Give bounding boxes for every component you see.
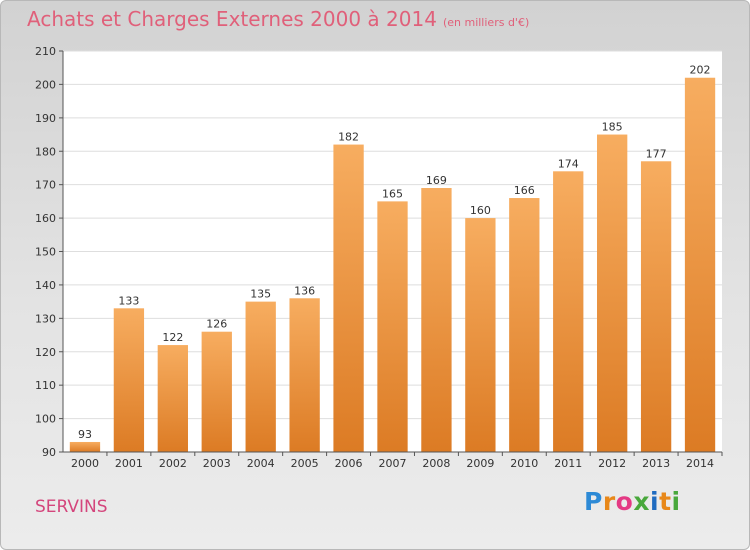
bar-value-label: 126: [206, 318, 227, 331]
chart-title-text: Achats et Charges Externes 2000 à 2014: [27, 7, 437, 31]
bar: [377, 201, 408, 452]
x-tick-label: 2005: [291, 457, 319, 470]
x-tick-label: 2013: [642, 457, 670, 470]
bar-value-label: 136: [294, 284, 315, 297]
bar: [245, 301, 276, 452]
logo-letter: r: [602, 487, 616, 516]
bar-value-label: 174: [558, 157, 579, 170]
axes: [59, 50, 723, 456]
x-tick-label: 2008: [422, 457, 450, 470]
bar-value-label: 93: [78, 428, 92, 441]
bar: [465, 218, 496, 452]
y-tick-label: 110: [35, 379, 56, 392]
y-tick-label: 180: [35, 145, 56, 158]
x-tick-label: 2012: [598, 457, 626, 470]
logo-letter: o: [615, 487, 634, 516]
x-tick-label: 2001: [115, 457, 143, 470]
bar: [684, 77, 716, 452]
bar-value-label: 169: [426, 174, 447, 187]
x-tick-label: 2014: [686, 457, 714, 470]
y-tick-label: 90: [42, 446, 56, 459]
proxiti-logo[interactable]: Proxiti: [584, 487, 681, 516]
bar: [640, 161, 672, 452]
logo-letter: t: [659, 487, 672, 516]
bar-value-label: 165: [382, 187, 403, 200]
labels: 90 100 110 120 130 140 150 160 170 180 190 200 210 93…: [35, 45, 714, 470]
x-tick-label: 2000: [71, 457, 99, 470]
bar-value-label: 185: [602, 121, 623, 134]
x-tick-label: 2006: [335, 457, 363, 470]
y-tick-label: 130: [35, 312, 56, 325]
bar: [509, 198, 540, 452]
x-tick-label: 2011: [554, 457, 582, 470]
chart-title: Achats et Charges Externes 2000 à 2014 (e…: [27, 7, 529, 31]
bar: [553, 171, 584, 453]
y-tick-label: 210: [35, 45, 56, 58]
logo-letter: x: [633, 487, 650, 516]
y-tick-label: 150: [35, 246, 56, 259]
y-tick-label: 100: [35, 413, 56, 426]
bar-value-label: 160: [470, 204, 491, 217]
y-tick-label: 200: [35, 78, 56, 91]
x-tick-label: 2004: [247, 457, 275, 470]
chart-subtitle: (en milliers d'€): [442, 16, 530, 29]
bar: [289, 298, 320, 452]
y-tick-label: 120: [35, 346, 56, 359]
x-tick-label: 2010: [510, 457, 538, 470]
x-tick-label: 2002: [159, 457, 187, 470]
y-tick-label: 170: [35, 179, 56, 192]
bar-value-label: 177: [646, 147, 667, 160]
bar: [201, 331, 232, 452]
bar: [597, 134, 628, 452]
bars: [69, 77, 716, 453]
logo-letter: P: [584, 487, 603, 516]
bar-value-label: 202: [690, 64, 711, 77]
commune-name: SERVINS: [35, 497, 108, 517]
bar: [157, 345, 188, 452]
bar-value-label: 135: [250, 288, 271, 301]
bar: [421, 188, 452, 452]
bar: [113, 308, 145, 452]
y-tick-label: 140: [35, 279, 56, 292]
bar-value-label: 166: [514, 184, 535, 197]
bar: [69, 441, 101, 452]
logo-letter: i: [650, 487, 660, 516]
x-tick-label: 2007: [379, 457, 407, 470]
y-tick-label: 160: [35, 212, 56, 225]
bar: [333, 144, 364, 453]
y-tick-label: 190: [35, 112, 56, 125]
bar-value-label: 122: [162, 331, 183, 344]
logo-letter: i: [671, 487, 681, 516]
bar-value-label: 133: [118, 294, 139, 307]
bar-value-label: 182: [338, 131, 359, 144]
x-tick-label: 2003: [203, 457, 231, 470]
x-tick-label: 2009: [466, 457, 494, 470]
